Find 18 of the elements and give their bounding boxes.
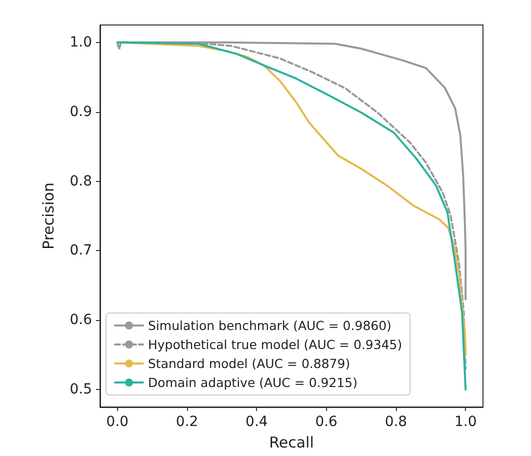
y-tick-label: 0.9: [70, 104, 92, 120]
x-tick-label: 1.0: [454, 414, 477, 430]
y-tick-label: 0.8: [70, 173, 92, 190]
x-tick-label: 0.0: [106, 414, 129, 430]
legend-label: Standard model (AUC = 0.8879): [148, 356, 350, 371]
x-tick-label: 0.6: [315, 414, 338, 430]
x-axis-title: Recall: [269, 434, 314, 452]
legend-label: Domain adaptive (AUC = 0.9215): [148, 375, 358, 390]
legend-label: Simulation benchmark (AUC = 0.9860): [148, 318, 392, 333]
x-tick-label: 0.8: [384, 414, 408, 430]
x-tick-label: 0.2: [176, 414, 198, 430]
legend-label: Hypothetical true model (AUC = 0.9345): [148, 337, 402, 352]
y-axis-title: Precision: [40, 182, 58, 250]
y-tick-label: 0.6: [70, 312, 92, 328]
x-tick-label: 0.4: [246, 414, 268, 430]
y-tick-label: 0.5: [70, 382, 92, 398]
y-tick-label: 0.7: [70, 242, 92, 259]
y-tick-label: 1.0: [70, 34, 92, 50]
